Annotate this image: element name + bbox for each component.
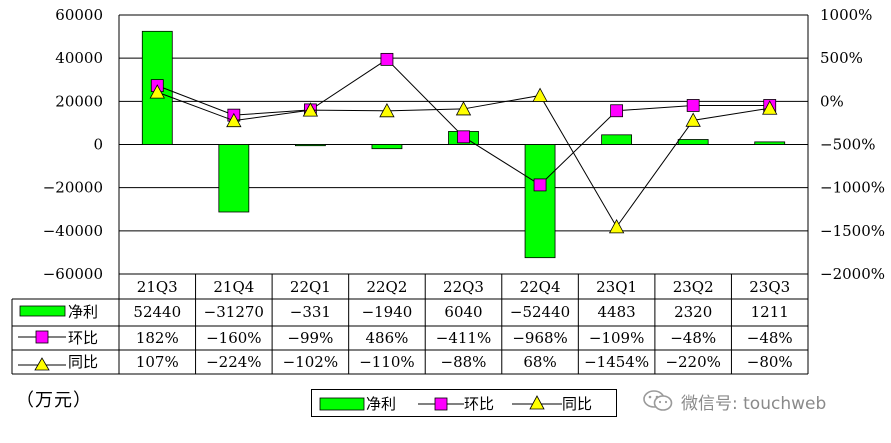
bar-23Q1 <box>601 134 633 145</box>
table-cell: −48% <box>670 329 716 347</box>
bar-22Q4 <box>524 144 556 259</box>
square-marker-23Q2 <box>686 99 700 112</box>
triangle-marker-21Q4 <box>226 112 242 128</box>
table-cell: −1940 <box>362 303 413 321</box>
triangle-marker-21Q3 <box>149 84 165 99</box>
table-cell: −109% <box>589 329 644 347</box>
legend-key-square <box>434 397 448 411</box>
row-key-triangle <box>34 357 50 371</box>
category-label: 21Q4 <box>213 278 254 296</box>
table-cell: −48% <box>747 329 793 347</box>
watermark: 微信号: touchweb <box>643 388 826 414</box>
legend: 净利 环比 同比 <box>311 389 617 417</box>
legend-key-triangle <box>529 395 545 410</box>
square-marker-22Q4 <box>533 178 547 192</box>
square-marker-22Q3 <box>457 130 470 144</box>
category-label: 22Q1 <box>290 278 331 296</box>
wechat-icon <box>643 389 673 413</box>
table-cell: −80% <box>747 353 793 371</box>
table-cell: −411% <box>436 329 491 347</box>
triangle-marker-22Q1 <box>302 102 319 117</box>
triangle-marker-22Q3 <box>455 101 472 116</box>
left-tick-label: −20000 <box>43 179 103 197</box>
category-label: 23Q1 <box>596 278 637 296</box>
row-header-净利: 净利 <box>68 303 98 321</box>
category-label: 22Q3 <box>443 278 484 296</box>
triangle-marker-23Q1 <box>608 219 625 234</box>
table-cell: −102% <box>283 353 338 371</box>
table-cell: −160% <box>206 329 261 347</box>
triangle-marker-23Q2 <box>685 112 701 127</box>
table-cell: 68% <box>523 353 556 371</box>
bar-22Q1 <box>294 144 326 147</box>
right-tick-label: −1500% <box>820 222 885 240</box>
triangle-marker-22Q2 <box>379 102 395 118</box>
bar-21Q3 <box>141 30 173 145</box>
triangle-marker-22Q4 <box>532 87 548 102</box>
table-cell: −88% <box>441 353 487 371</box>
bar-23Q2 <box>677 139 709 145</box>
legend-key-bar <box>319 397 365 411</box>
category-label: 21Q3 <box>137 278 178 296</box>
left-tick-label: 60000 <box>55 6 103 24</box>
triangle-marker-23Q3 <box>762 100 778 115</box>
category-label: 22Q2 <box>366 278 407 296</box>
right-tick-label: −2000% <box>820 265 885 283</box>
category-label: 23Q3 <box>749 278 790 296</box>
table-cell: −52440 <box>510 303 570 321</box>
row-key-square <box>35 330 49 344</box>
table-cell: −220% <box>665 353 720 371</box>
table-cell: −31270 <box>204 303 264 321</box>
table-cell: 182% <box>136 329 179 347</box>
table-cell: 1211 <box>751 303 789 321</box>
unit-label: （万元） <box>16 390 92 411</box>
legend-label-同比: 同比 <box>562 395 592 413</box>
right-tick-label: 500% <box>820 49 863 67</box>
table-cell: −1454% <box>584 353 649 371</box>
left-tick-label: 20000 <box>55 92 103 110</box>
table-cell: −331 <box>290 303 331 321</box>
row-header-环比: 环比 <box>68 329 98 347</box>
table-cell: 6040 <box>444 303 482 321</box>
left-tick-label: −60000 <box>43 265 103 283</box>
legend-graphics: 净利 环比 同比 <box>319 395 592 413</box>
right-tick-label: −1000% <box>820 179 885 197</box>
square-marker-23Q1 <box>610 104 624 118</box>
table-cell: −968% <box>512 329 567 347</box>
legend-label-净利: 净利 <box>366 395 396 413</box>
legend-label-环比: 环比 <box>464 395 494 413</box>
category-label: 22Q4 <box>520 278 561 296</box>
bar-23Q3 <box>754 141 786 145</box>
right-tick-label: 0% <box>820 92 844 110</box>
left-tick-label: −40000 <box>43 222 103 240</box>
right-tick-label: 1000% <box>820 6 872 24</box>
right-tick-label: −500% <box>820 136 875 154</box>
watermark-text: 微信号: touchweb <box>681 393 827 414</box>
table-cell: 2320 <box>674 303 712 321</box>
table-cell: −224% <box>206 353 261 371</box>
row-key-bar <box>19 305 66 317</box>
category-label: 23Q2 <box>673 278 714 296</box>
row-header-同比: 同比 <box>68 353 98 371</box>
left-tick-label: 0 <box>93 136 103 154</box>
table-cell: −99% <box>287 329 333 347</box>
table-cell: −110% <box>359 353 414 371</box>
bar-21Q4 <box>218 144 250 213</box>
left-tick-label: 40000 <box>55 49 103 67</box>
table-cell: 4483 <box>598 303 636 321</box>
square-marker-22Q2 <box>380 52 394 66</box>
bar-22Q2 <box>371 144 403 150</box>
table-cell: 52440 <box>133 303 181 321</box>
table-cell: 486% <box>365 329 408 347</box>
table-cell: 107% <box>136 353 179 371</box>
